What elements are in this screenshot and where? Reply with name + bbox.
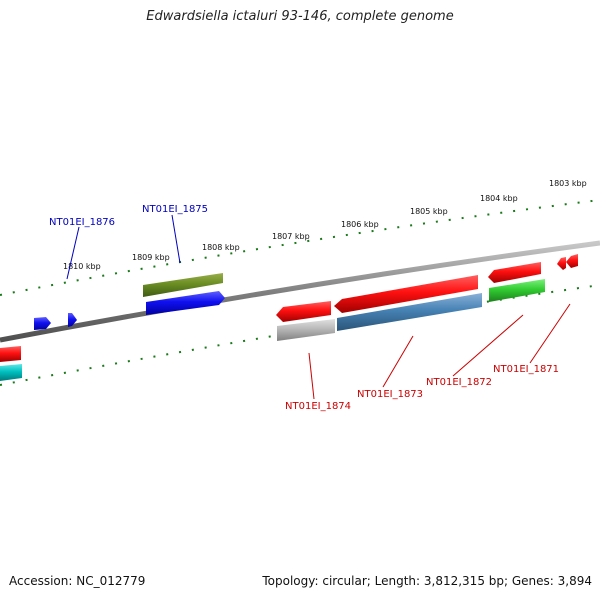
tick-label-1809: 1809 kbp xyxy=(132,253,170,262)
tick-label-1807: 1807 kbp xyxy=(272,232,310,241)
map-title: Edwardsiella ictaluri 93-146, complete g… xyxy=(146,9,454,24)
gene-green-box[interactable] xyxy=(489,279,545,302)
kbp-tick-labels: 1810 kbp 1809 kbp 1808 kbp 1807 kbp 1806… xyxy=(63,179,587,271)
gene-red-arrow-1873[interactable] xyxy=(334,275,478,313)
tick-label-1804: 1804 kbp xyxy=(480,194,518,203)
label-leaders xyxy=(66,214,571,400)
tick-label-1808: 1808 kbp xyxy=(202,243,240,252)
accession-text: Accession: NC_012779 xyxy=(9,574,146,588)
gene-blue-small-2[interactable] xyxy=(68,313,77,327)
tick-label-1806: 1806 kbp xyxy=(341,220,379,229)
gene-cyan-left-edge[interactable] xyxy=(0,364,22,381)
gene-gray-box[interactable] xyxy=(277,319,335,341)
forward-strand-genes xyxy=(0,254,578,362)
leader-1873 xyxy=(382,335,414,388)
gene-red-left-edge[interactable] xyxy=(0,346,21,362)
gene-red-arrow-1874[interactable] xyxy=(276,301,331,322)
tick-label-1803: 1803 kbp xyxy=(549,179,587,188)
reverse-strand-genes xyxy=(0,279,545,381)
gene-label-1872[interactable]: NT01EI_1872 xyxy=(426,377,492,388)
gene-label-1874[interactable]: NT01EI_1874 xyxy=(285,401,351,412)
gene-red-small-2[interactable] xyxy=(566,254,578,268)
gene-label-1876[interactable]: NT01EI_1876 xyxy=(49,217,115,228)
gene-olive-arrow[interactable] xyxy=(143,273,223,297)
genome-summary-text: Topology: circular; Length: 3,812,315 bp… xyxy=(262,574,592,588)
forward-tick-row xyxy=(0,199,600,296)
leader-1876 xyxy=(66,226,80,280)
leader-1871 xyxy=(529,303,571,364)
leader-1872 xyxy=(452,314,524,377)
gene-label-1871[interactable]: NT01EI_1871 xyxy=(493,364,559,375)
gene-blue-small-1[interactable] xyxy=(34,317,51,330)
tick-label-1805: 1805 kbp xyxy=(410,207,448,216)
gene-label-1873[interactable]: NT01EI_1873 xyxy=(357,389,423,400)
gene-red-small-1[interactable] xyxy=(557,257,566,270)
gene-red-arrow-1872[interactable] xyxy=(488,262,541,283)
gene-label-1875[interactable]: NT01EI_1875 xyxy=(142,204,208,215)
genome-backbone xyxy=(0,240,600,343)
gene-steelblue-box[interactable] xyxy=(337,293,482,331)
tick-label-1810: 1810 kbp xyxy=(63,262,101,271)
leader-1874 xyxy=(308,352,315,400)
gene-blue-arrow[interactable] xyxy=(146,291,225,315)
leader-1875 xyxy=(171,214,181,264)
gene-labels: NT01EI_1876 NT01EI_1875 NT01EI_1874 NT01… xyxy=(49,204,559,412)
